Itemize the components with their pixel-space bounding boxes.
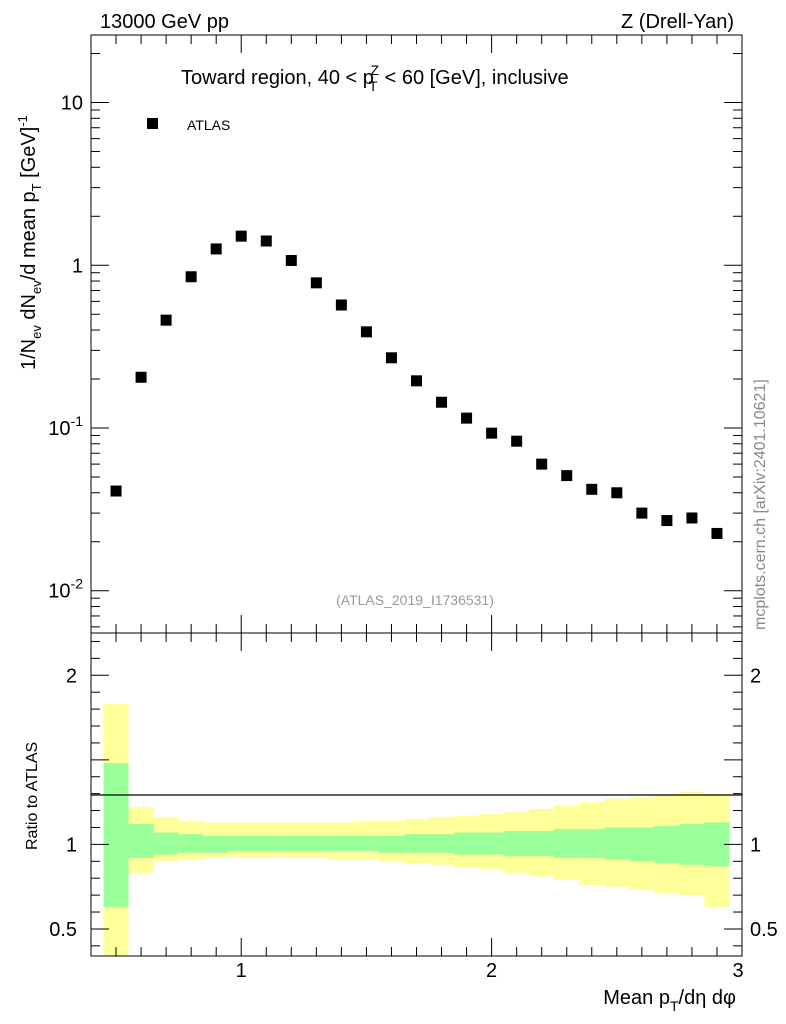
band-inner-bin	[303, 835, 329, 852]
data-point	[160, 314, 172, 326]
data-point	[661, 515, 673, 527]
data-point	[110, 485, 122, 497]
analysis-watermark: (ATLAS_2019_I1736531)	[336, 592, 494, 608]
ratio-y-tick-label: 0.5	[49, 919, 77, 941]
data-point	[486, 427, 498, 439]
ratio-y-tick-label: 1	[66, 834, 77, 856]
data-point	[185, 271, 197, 283]
y-tick-label: 10-1	[48, 413, 83, 440]
data-point	[411, 375, 422, 387]
band-inner-bin	[128, 824, 154, 858]
x-axis-label: Mean pT/dη dφ	[603, 987, 736, 1014]
band-inner-bin	[153, 832, 179, 855]
data-point	[135, 371, 147, 383]
ratio-frame	[90, 632, 743, 957]
ratio-y-axis-label: Ratio to ATLAS	[24, 742, 41, 850]
data-point	[511, 435, 523, 447]
band-inner-bin	[228, 835, 254, 852]
band-inner-bin	[554, 829, 580, 858]
main-axis-ticks: 10-2 10-1 1 10	[48, 35, 743, 633]
data-point	[436, 396, 448, 408]
header-left: 13000 GeV pp	[100, 11, 229, 33]
band-inner-bin	[679, 824, 705, 865]
data-point	[636, 507, 648, 519]
x-tick-label: 1	[236, 960, 247, 982]
band-inner-bin	[103, 763, 129, 907]
band-inner-bin	[378, 835, 404, 853]
ratio-y-tick-label-right: 2	[750, 665, 761, 687]
band-inner-bin	[629, 827, 655, 862]
data-point	[360, 326, 372, 338]
band-inner-bin	[353, 835, 379, 852]
band-inner-bin	[654, 825, 680, 863]
uncertainty-band-inner	[103, 763, 730, 907]
plot-title: Toward region, 40 < pTZ < 60 [GeV], incl…	[181, 62, 569, 94]
data-point	[235, 230, 247, 242]
header-right: Z (Drell-Yan)	[621, 11, 734, 33]
data-point	[260, 235, 272, 247]
band-inner-bin	[178, 834, 204, 853]
band-inner-bin	[479, 832, 505, 855]
ratio-axis-ticks: 0.5 0.5 1 1 2 2 1 2 3	[49, 633, 778, 982]
band-inner-bin	[504, 830, 530, 857]
x-tick-label: 3	[732, 960, 743, 982]
main-plot-panel: 10-2 10-1 1 10 Toward region, 40 < pTZ < 60…	[15, 34, 743, 634]
data-point	[210, 243, 222, 255]
data-point	[335, 299, 347, 311]
ratio-y-tick-label-right: 0.5	[750, 919, 778, 941]
band-inner-bin	[579, 829, 605, 858]
y-tick-label: 10	[61, 93, 83, 115]
band-inner-bin	[403, 834, 430, 853]
data-point	[285, 254, 297, 266]
y-tick-label: 10-2	[48, 576, 83, 603]
data-point	[536, 458, 548, 470]
band-inner-bin	[203, 835, 229, 853]
band-inner-bin	[253, 835, 279, 852]
data-point	[611, 487, 623, 499]
main-y-axis-label: 1/Nev dNev/d mean pT [GeV]-1	[15, 115, 44, 370]
legend-label: ATLAS	[187, 117, 230, 133]
data-point	[310, 277, 322, 289]
data-point	[385, 352, 397, 364]
band-inner-bin	[604, 827, 630, 860]
band-inner-bin	[454, 832, 480, 855]
data-point	[461, 412, 473, 424]
band-inner-bin	[278, 835, 304, 852]
data-point	[586, 483, 598, 495]
ratio-y-tick-label: 2	[66, 665, 77, 687]
source-side-label: mcplots.cern.ch [arXiv:2401.10621]	[752, 379, 769, 630]
legend-marker	[147, 118, 158, 129]
ratio-plot-panel: 0.5 0.5 1 1 2 2 1 2 3 Ratio to ATLAS Mean pT/dη …	[24, 632, 778, 1014]
band-inner-bin	[328, 835, 354, 852]
data-point	[711, 527, 723, 539]
band-inner-bin	[529, 830, 555, 857]
ratio-y-tick-label-right: 1	[750, 834, 761, 856]
band-inner-bin	[429, 834, 455, 853]
data-points	[110, 230, 723, 539]
x-tick-label: 2	[486, 960, 497, 982]
y-tick-label: 1	[72, 255, 83, 277]
data-point	[561, 470, 573, 482]
data-point	[686, 512, 698, 524]
